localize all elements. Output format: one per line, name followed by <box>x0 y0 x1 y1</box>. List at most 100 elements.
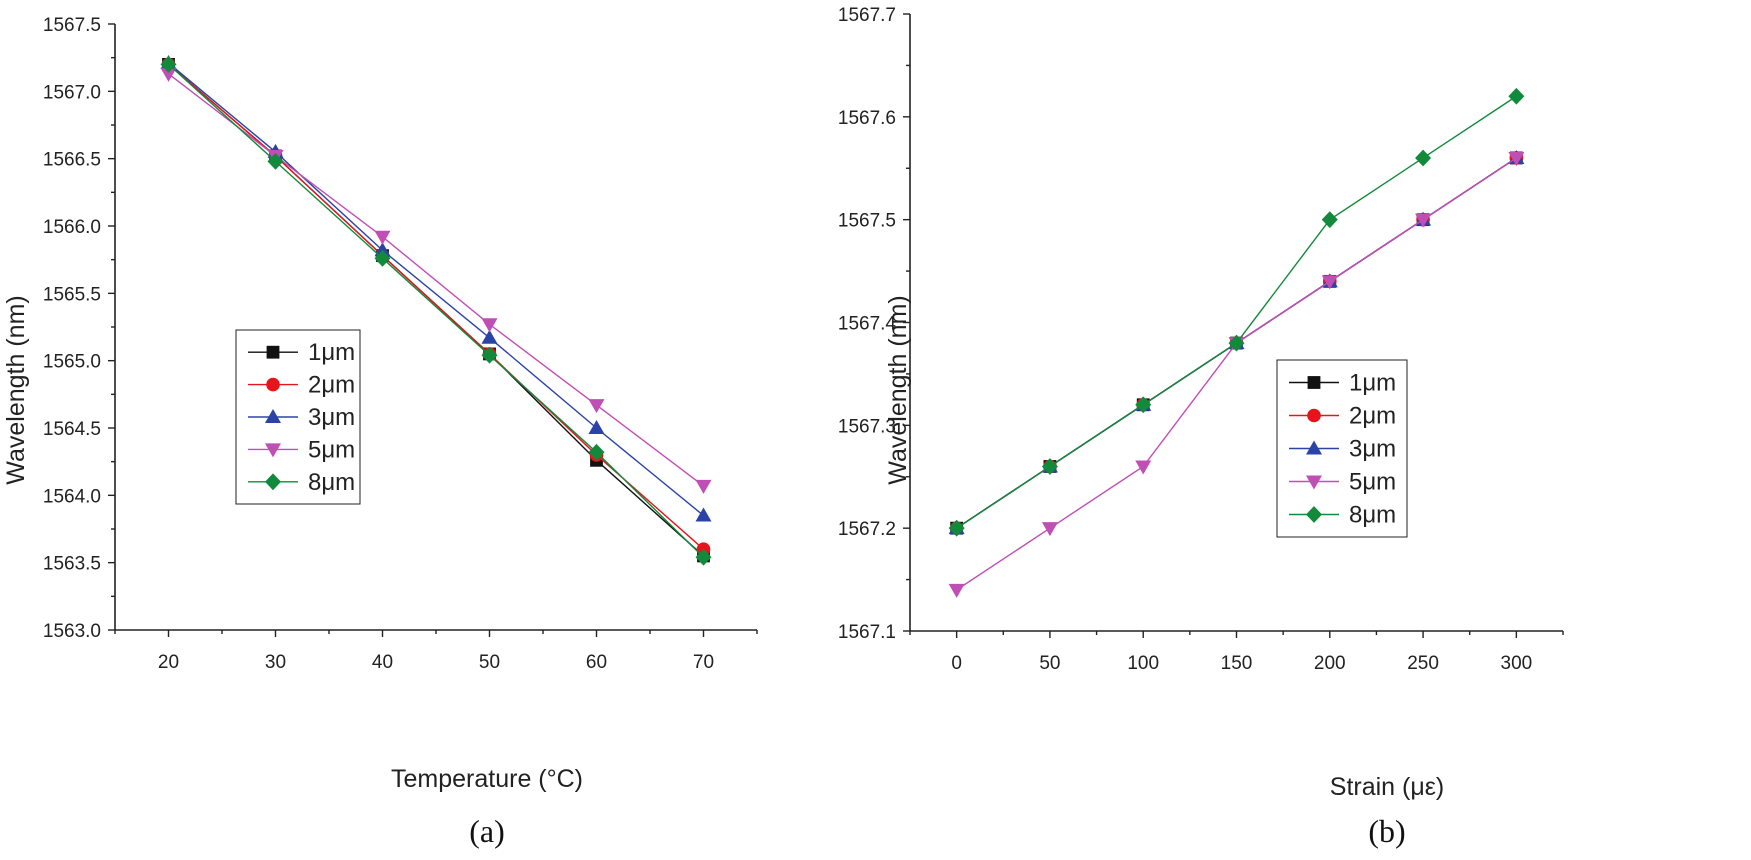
panel-b-series-4 <box>948 151 1525 598</box>
panel-a-data-point <box>695 548 712 566</box>
legend-label: 5μm <box>1349 469 1396 496</box>
panel-a-data-point <box>267 152 284 170</box>
legend-marker <box>1307 408 1321 423</box>
panel-b-data-point <box>1321 275 1338 290</box>
panel-b-y-tick-label: 1567.5 <box>838 211 896 232</box>
legend-label: 3μm <box>1349 436 1396 463</box>
panel-a-data-point <box>160 67 177 82</box>
legend-label: 2μm <box>308 372 355 399</box>
panel-a-y-tick-label: 1567.0 <box>43 82 101 103</box>
legend-label: 3μm <box>308 404 355 431</box>
legend-item: 5μm <box>1289 469 1396 496</box>
panel-a-x-tick-label: 50 <box>479 652 500 673</box>
panel-a-data-point <box>695 479 712 494</box>
legend-label: 1μm <box>308 339 355 366</box>
panel-b-x-tick-label: 300 <box>1501 653 1533 674</box>
panel-a-series-5 <box>160 56 712 566</box>
panel-a-x-tick-label: 40 <box>372 652 393 673</box>
panel-a-data-point <box>160 56 177 73</box>
panel-a-data-point <box>588 420 605 434</box>
panel-a-y-tick-label: 1565.5 <box>43 284 101 305</box>
panel-a-series-line <box>168 73 704 487</box>
panel-b-caption: (b) <box>1368 813 1405 849</box>
legend-marker <box>265 409 281 423</box>
panel-b-data-point <box>1415 149 1432 167</box>
panel-a-y-tick-label: 1565.0 <box>43 352 101 373</box>
legend-marker <box>1306 506 1322 523</box>
legend-item: 8μm <box>248 469 355 496</box>
panel-a-y-tick-label: 1564.5 <box>43 419 101 440</box>
panel-a-data-point <box>588 399 605 414</box>
panel-a-data-point <box>481 329 498 344</box>
legend-item: 8μm <box>1289 502 1396 529</box>
legend-item: 1μm <box>248 339 355 366</box>
panel-b-y-tick-label: 1567.1 <box>838 622 896 643</box>
chart-panel-b: (b) Strain (με) Wavelength (nm) 1567.115… <box>838 5 1564 849</box>
panel-b-data-point <box>1041 458 1058 475</box>
panel-a-data-point <box>588 443 605 461</box>
legend-label: 8μm <box>308 469 355 496</box>
panel-b-x-axis-title: Strain (με) <box>1330 773 1444 801</box>
panel-a-data-point <box>481 346 498 364</box>
panel-b-data-point <box>1135 460 1152 475</box>
panel-a-x-tick-label: 30 <box>265 652 286 673</box>
legend-item: 3μm <box>1289 436 1396 463</box>
panel-b-x-tick-label: 100 <box>1127 653 1159 674</box>
panel-b-data-point <box>1508 87 1525 105</box>
panel-a-series-line <box>168 63 704 558</box>
legend-marker <box>1307 376 1321 389</box>
legend-marker <box>265 473 281 491</box>
legend-item: 5μm <box>248 436 355 463</box>
panel-a-axes: 1563.0 1563.5 1564.0 1564.5 1565.0 1565.5 1566… <box>43 15 758 673</box>
panel-b-y-tick-label: 1567.3 <box>838 416 896 437</box>
panel-b-data-point <box>1228 334 1245 352</box>
legend-label: 5μm <box>308 436 355 463</box>
legend-label: 1μm <box>1349 370 1396 397</box>
panel-a-data-point <box>695 507 712 522</box>
panel-b-data-point <box>1321 211 1338 229</box>
panel-a-x-tick-label: 60 <box>586 652 607 673</box>
panel-a-x-axis-title: Temperature (°C) <box>391 765 583 793</box>
panel-b-y-axis-title: Wavelength (nm) <box>884 295 912 484</box>
panel-b-y-tick-label: 1567.7 <box>838 5 896 26</box>
panel-b-x-tick-label: 50 <box>1039 653 1060 674</box>
panel-a-y-tick-label: 1564.0 <box>43 486 101 507</box>
panel-b-data-point <box>1041 522 1058 537</box>
panel-b-data-point <box>1415 213 1432 228</box>
panel-b-y-tick-label: 1567.2 <box>838 519 896 540</box>
panel-a-series-4 <box>160 67 712 494</box>
panel-a-y-tick-label: 1566.0 <box>43 217 101 238</box>
panel-a-y-axis-title: Wavelength (nm) <box>2 295 30 484</box>
panel-a-data-point <box>374 230 391 245</box>
panel-a-legend: 1μm 2μm 3μm 5μm 8μm <box>235 329 361 505</box>
legend-item: 1μm <box>1289 370 1396 397</box>
panel-a-data-point <box>481 318 498 333</box>
panel-a-data-point <box>374 242 391 257</box>
panel-b-y-tick-label: 1567.6 <box>838 108 896 129</box>
legend-marker <box>1306 440 1322 455</box>
panel-a-y-tick-label: 1567.5 <box>43 15 101 36</box>
legend-marker <box>266 377 280 392</box>
panel-b-x-tick-label: 150 <box>1221 653 1253 674</box>
legend-marker <box>266 345 280 359</box>
panel-b-series-5 <box>948 87 1525 537</box>
panel-b-legend: 1μm 2μm 3μm 5μm 8μm <box>1276 359 1408 538</box>
panel-b-x-tick-label: 250 <box>1407 653 1439 674</box>
panel-b-data-point <box>948 583 965 598</box>
panel-a-x-tick-label: 20 <box>158 652 179 673</box>
panel-a-y-tick-label: 1566.5 <box>43 150 101 171</box>
legend-label: 2μm <box>1349 403 1396 430</box>
chart-panel-a: (a) Temperature (°C) Wavelength (nm) 156… <box>2 15 758 849</box>
legend-item: 2μm <box>1289 403 1396 430</box>
panel-a-x-tick-label: 70 <box>693 652 714 673</box>
panel-b-axes: 1567.1 1567.2 1567.3 1567.4 1567.5 1567.6 1567… <box>838 5 1564 674</box>
panel-a-y-tick-label: 1563.0 <box>43 621 101 642</box>
panel-b-data-point <box>1135 396 1152 414</box>
legend-item: 3μm <box>248 404 355 431</box>
panel-b-x-tick-label: 0 <box>951 653 962 674</box>
panel-b-y-tick-label: 1567.4 <box>838 314 897 335</box>
panel-a-data-point <box>374 249 391 267</box>
panel-b-x-tick-label: 200 <box>1314 653 1346 674</box>
panel-b-data-point <box>948 519 965 537</box>
